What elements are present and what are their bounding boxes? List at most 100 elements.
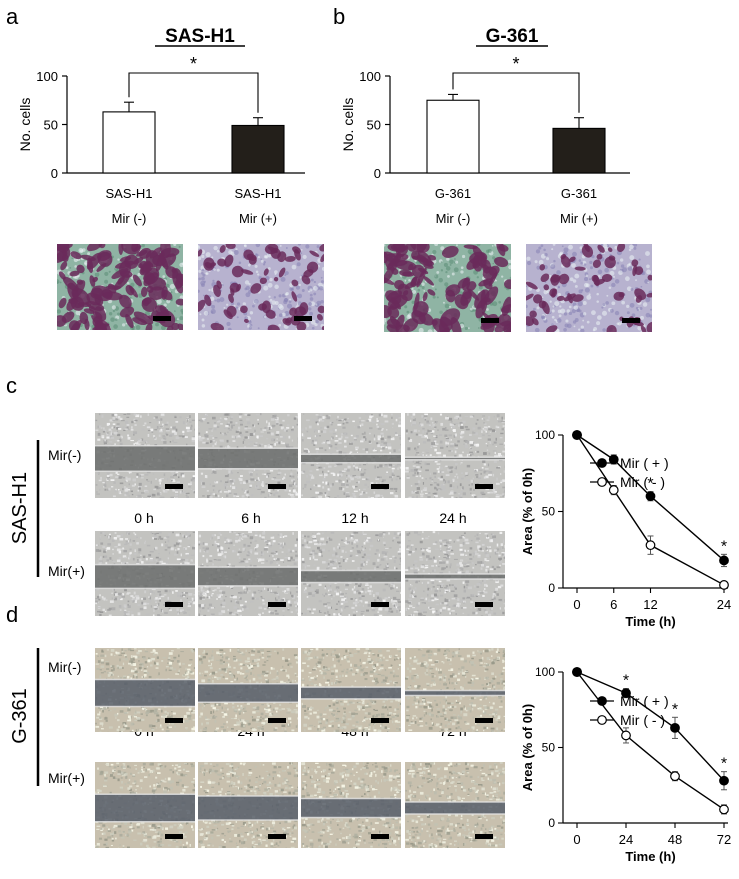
- cell-texture: [398, 552, 401, 555]
- cell-texture: [356, 589, 359, 593]
- cell-texture: [239, 533, 242, 536]
- cell-texture: [448, 493, 451, 495]
- cell-texture: [388, 607, 392, 610]
- cell-texture: [329, 594, 333, 597]
- cell-texture: [442, 427, 446, 431]
- cell-texture: [338, 480, 342, 482]
- cell-texture: [364, 483, 368, 486]
- cell-texture: [157, 430, 161, 433]
- wound-gap: [301, 570, 401, 583]
- cell-texture: [227, 608, 229, 612]
- stained-cell: [631, 259, 639, 267]
- cell-texture: [312, 538, 316, 540]
- cell-texture: [228, 429, 232, 431]
- cell-texture: [129, 296, 132, 299]
- wound-gap: [198, 567, 298, 586]
- cell-texture: [385, 446, 388, 449]
- cell-texture: [348, 554, 351, 557]
- cell-texture: [316, 245, 320, 249]
- cell-texture: [361, 595, 365, 597]
- cell-texture: [263, 548, 268, 551]
- cell-texture: [626, 304, 630, 309]
- cell-texture: [476, 276, 479, 279]
- cell-texture: [256, 597, 259, 600]
- cell-texture: [346, 470, 349, 472]
- cell-texture: [301, 439, 304, 442]
- cell-texture: [167, 539, 170, 543]
- cell-texture: [293, 417, 297, 420]
- stained-cell: [457, 277, 469, 289]
- cell-texture: [318, 495, 322, 498]
- cell-texture: [369, 427, 373, 430]
- stained-cell: [613, 291, 625, 301]
- cell-texture: [192, 601, 195, 605]
- legend-marker: [597, 477, 607, 487]
- cell-texture: [256, 557, 259, 560]
- cell-texture: [392, 464, 395, 466]
- cell-texture: [111, 413, 115, 417]
- cell-texture: [536, 306, 540, 310]
- cell-texture: [344, 588, 348, 590]
- cell-texture: [597, 315, 602, 320]
- stained-cell: [60, 261, 68, 271]
- cell-texture: [201, 254, 205, 259]
- cell-texture: [172, 439, 174, 442]
- cell-texture: [266, 604, 268, 607]
- cell-texture: [317, 416, 322, 419]
- cell-texture: [118, 489, 120, 491]
- cell-texture: [154, 485, 158, 489]
- cell-texture: [567, 323, 572, 329]
- cell-texture: [278, 294, 282, 298]
- stained-cell: [68, 298, 79, 305]
- cell-texture: [354, 446, 359, 449]
- cell-texture: [131, 614, 134, 616]
- cell-texture: [149, 596, 152, 600]
- cell-texture: [297, 413, 298, 415]
- legend-label: Mir ( + ): [620, 455, 669, 471]
- cell-texture: [213, 471, 217, 474]
- cell-texture: [334, 590, 337, 593]
- cell-texture: [113, 426, 116, 429]
- cell-texture: [352, 611, 356, 613]
- cell-texture: [398, 448, 401, 451]
- cell-texture: [258, 479, 260, 481]
- cell-texture: [104, 481, 107, 485]
- data-point-mir-plus: [645, 491, 656, 502]
- cell-texture: [171, 430, 176, 433]
- cell-texture: [236, 599, 239, 601]
- cell-texture: [198, 590, 200, 592]
- cell-texture: [285, 591, 289, 593]
- cell-texture: [175, 549, 177, 551]
- cell-texture: [114, 591, 117, 594]
- cell-texture: [437, 429, 439, 431]
- stained-cell: [526, 316, 535, 327]
- cell-texture: [111, 592, 113, 594]
- cell-texture: [338, 476, 343, 478]
- cell-texture: [391, 469, 394, 473]
- cell-texture: [232, 595, 237, 599]
- cell-texture: [284, 293, 287, 296]
- cell-texture: [209, 607, 212, 610]
- cell-texture: [106, 474, 110, 478]
- cell-texture: [267, 598, 270, 601]
- cell-texture: [321, 554, 323, 558]
- cell-texture: [302, 470, 306, 473]
- cell-texture: [157, 538, 160, 540]
- cell-texture: [278, 469, 281, 471]
- cell-texture: [124, 588, 127, 592]
- legend-label: Mir ( - ): [620, 474, 665, 490]
- cell-texture: [393, 532, 397, 536]
- cell-texture: [295, 485, 298, 488]
- cell-texture: [262, 602, 266, 605]
- invasion-micrograph-sas-mir-minus: [57, 244, 183, 330]
- cell-texture: [325, 440, 329, 442]
- cell-texture: [288, 489, 291, 492]
- cell-texture: [265, 540, 269, 543]
- cell-texture: [509, 276, 511, 280]
- cell-texture: [202, 592, 206, 595]
- cell-texture: [646, 269, 651, 275]
- cell-texture: [582, 301, 587, 306]
- cell-texture: [99, 594, 101, 597]
- cell-texture: [314, 552, 318, 555]
